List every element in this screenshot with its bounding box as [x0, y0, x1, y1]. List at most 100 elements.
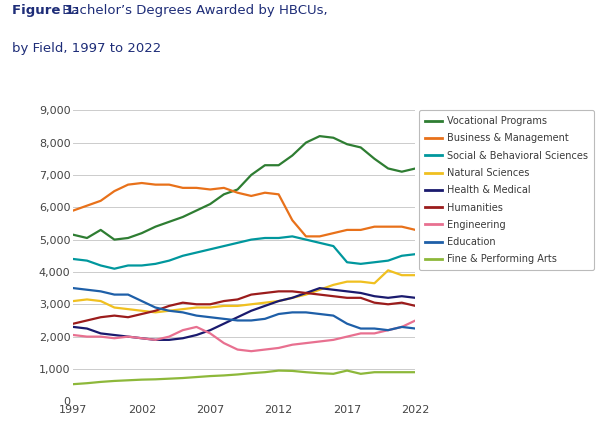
Education [330, 313, 337, 318]
Fine & Performing Arts [97, 379, 104, 385]
Business & Management [97, 198, 104, 203]
Fine & Performing Arts [398, 370, 406, 375]
Natural Sciences [70, 299, 77, 304]
Line: Social & Behavioral Sciences: Social & Behavioral Sciences [73, 236, 415, 269]
Social & Behavioral Sciences [262, 235, 269, 241]
Engineering [166, 334, 173, 339]
Vocational Programs [234, 187, 241, 192]
Engineering [179, 328, 186, 333]
Vocational Programs [220, 192, 227, 197]
Education [371, 326, 378, 331]
Natural Sciences [398, 273, 406, 278]
Fine & Performing Arts [316, 370, 323, 376]
Fine & Performing Arts [262, 370, 269, 375]
Vocational Programs [412, 166, 419, 171]
Natural Sciences [262, 300, 269, 305]
Business & Management [262, 190, 269, 195]
Natural Sciences [357, 279, 364, 284]
Natural Sciences [316, 287, 323, 292]
Line: Business & Management: Business & Management [73, 183, 415, 236]
Education [275, 311, 282, 317]
Education [220, 316, 227, 321]
Engineering [343, 334, 351, 339]
Business & Management [412, 227, 419, 232]
Vocational Programs [166, 219, 173, 224]
Engineering [371, 331, 378, 336]
Social & Behavioral Sciences [166, 258, 173, 263]
Fine & Performing Arts [330, 371, 337, 377]
Fine & Performing Arts [138, 377, 145, 382]
Social & Behavioral Sciences [234, 240, 241, 246]
Social & Behavioral Sciences [138, 263, 145, 268]
Vocational Programs [357, 145, 364, 150]
Vocational Programs [288, 153, 296, 158]
Humanities [275, 289, 282, 294]
Fine & Performing Arts [111, 378, 118, 384]
Social & Behavioral Sciences [70, 256, 77, 262]
Humanities [357, 295, 364, 300]
Business & Management [207, 187, 214, 192]
Humanities [398, 300, 406, 305]
Health & Medical [302, 290, 310, 295]
Engineering [412, 318, 419, 323]
Fine & Performing Arts [288, 368, 296, 374]
Education [83, 287, 90, 292]
Line: Fine & Performing Arts: Fine & Performing Arts [73, 370, 415, 384]
Natural Sciences [166, 308, 173, 314]
Natural Sciences [234, 303, 241, 309]
Humanities [234, 297, 241, 302]
Social & Behavioral Sciences [357, 261, 364, 266]
Business & Management [125, 182, 132, 187]
Health & Medical [70, 324, 77, 329]
Natural Sciences [371, 280, 378, 286]
Business & Management [316, 234, 323, 239]
Humanities [83, 318, 90, 323]
Natural Sciences [302, 292, 310, 297]
Vocational Programs [152, 224, 159, 229]
Vocational Programs [83, 235, 90, 241]
Engineering [138, 336, 145, 341]
Natural Sciences [125, 306, 132, 312]
Education [316, 311, 323, 317]
Vocational Programs [70, 232, 77, 237]
Education [343, 321, 351, 326]
Social & Behavioral Sciences [125, 263, 132, 268]
Social & Behavioral Sciences [207, 247, 214, 252]
Education [302, 310, 310, 315]
Natural Sciences [179, 306, 186, 312]
Business & Management [138, 180, 145, 186]
Natural Sciences [384, 268, 392, 273]
Social & Behavioral Sciences [193, 250, 200, 255]
Fine & Performing Arts [166, 376, 173, 381]
Education [70, 285, 77, 291]
Social & Behavioral Sciences [83, 258, 90, 263]
Education [384, 328, 392, 333]
Humanities [166, 303, 173, 309]
Business & Management [302, 234, 310, 239]
Business & Management [83, 203, 90, 208]
Health & Medical [384, 295, 392, 300]
Health & Medical [125, 334, 132, 339]
Health & Medical [262, 303, 269, 309]
Education [262, 316, 269, 321]
Vocational Programs [138, 231, 145, 236]
Business & Management [152, 182, 159, 187]
Social & Behavioral Sciences [330, 243, 337, 249]
Health & Medical [111, 333, 118, 338]
Education [111, 292, 118, 297]
Social & Behavioral Sciences [384, 258, 392, 263]
Health & Medical [288, 295, 296, 300]
Vocational Programs [207, 202, 214, 207]
Business & Management [111, 188, 118, 194]
Humanities [125, 314, 132, 320]
Health & Medical [412, 295, 419, 300]
Health & Medical [179, 336, 186, 341]
Health & Medical [138, 336, 145, 341]
Vocational Programs [193, 208, 200, 213]
Line: Education: Education [73, 288, 415, 330]
Business & Management [234, 190, 241, 195]
Health & Medical [220, 321, 227, 326]
Legend: Vocational Programs, Business & Management, Social & Behavioral Sciences, Natura: Vocational Programs, Business & Manageme… [419, 110, 594, 270]
Social & Behavioral Sciences [371, 260, 378, 265]
Vocational Programs [125, 235, 132, 241]
